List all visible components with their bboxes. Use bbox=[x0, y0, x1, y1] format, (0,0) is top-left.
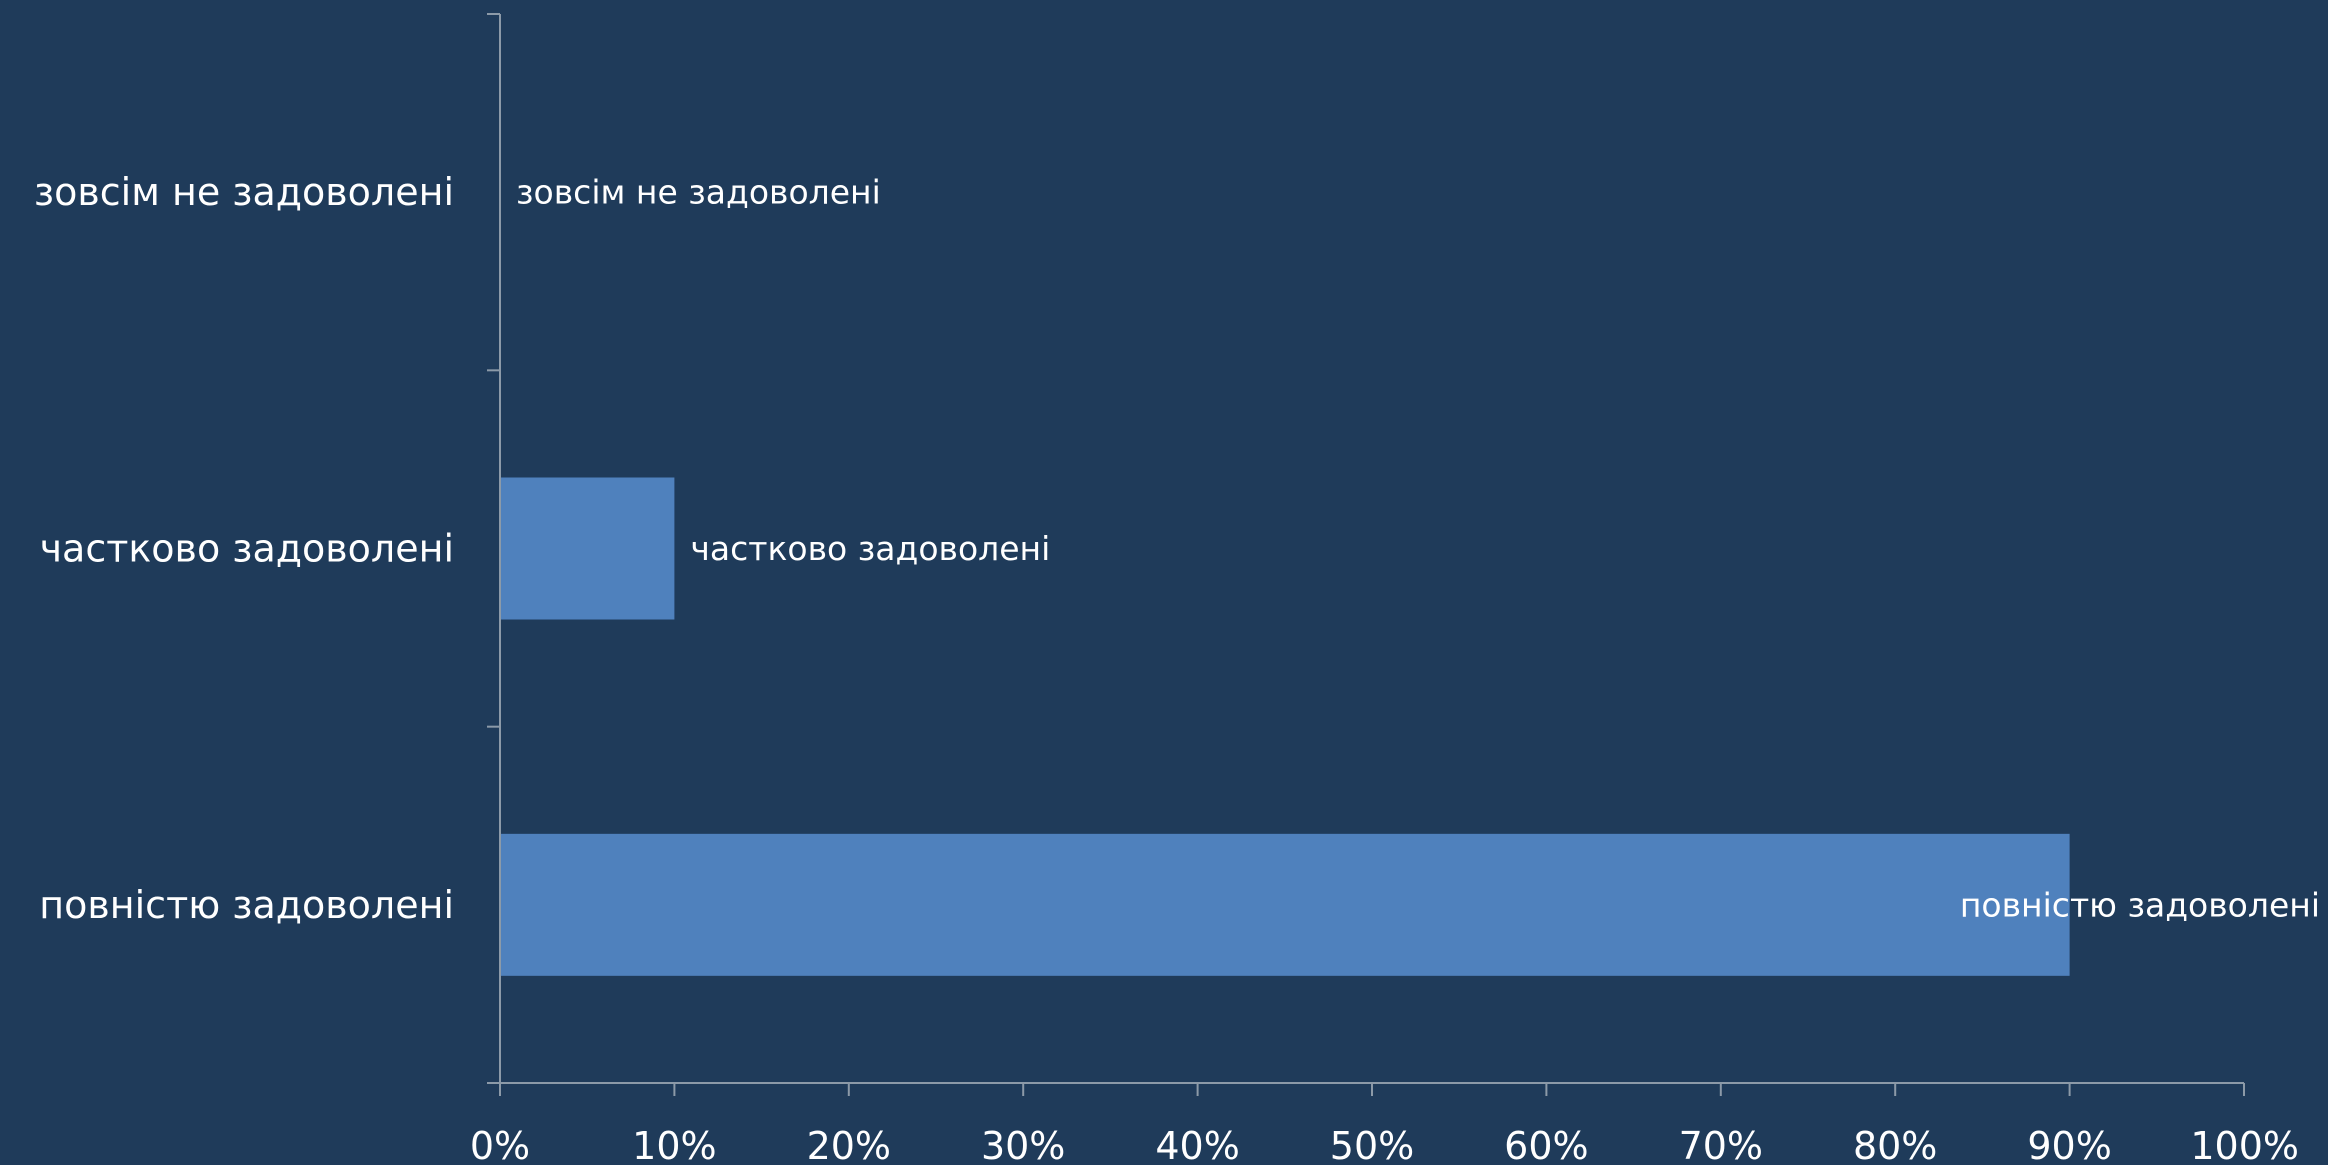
x-tick-label-7: 70% bbox=[1679, 1124, 1763, 1165]
category-label-1: частково задоволені bbox=[40, 527, 454, 571]
data-label-2: повністю задоволені bbox=[1960, 885, 2320, 924]
labels-group: зовсім не задоволені зовсім не задоволені… bbox=[34, 170, 2320, 1165]
data-label-0: зовсім не задоволені bbox=[516, 173, 881, 212]
x-tick-label-5: 50% bbox=[1330, 1124, 1414, 1165]
bar-2 bbox=[500, 833, 2070, 976]
x-tick-label-9: 90% bbox=[2027, 1124, 2111, 1165]
x-tick-label-2: 20% bbox=[807, 1124, 891, 1165]
x-tick-label-6: 60% bbox=[1504, 1124, 1588, 1165]
x-tick-label-8: 80% bbox=[1853, 1124, 1937, 1165]
data-label-1: частково задоволені bbox=[690, 529, 1050, 568]
category-label-0: зовсім не задоволені bbox=[34, 170, 454, 214]
x-tick-label-1: 10% bbox=[632, 1124, 716, 1165]
x-tick-label-4: 40% bbox=[1155, 1124, 1239, 1165]
x-tick-label-0: 0% bbox=[470, 1124, 530, 1165]
axes-group bbox=[487, 13, 2245, 1096]
bar-1 bbox=[500, 477, 675, 620]
x-tick-label-10: 100% bbox=[2190, 1124, 2299, 1165]
bars-group bbox=[500, 477, 2070, 976]
x-tick-label-3: 30% bbox=[981, 1124, 1065, 1165]
category-label-2: повністю задоволені bbox=[39, 883, 454, 927]
